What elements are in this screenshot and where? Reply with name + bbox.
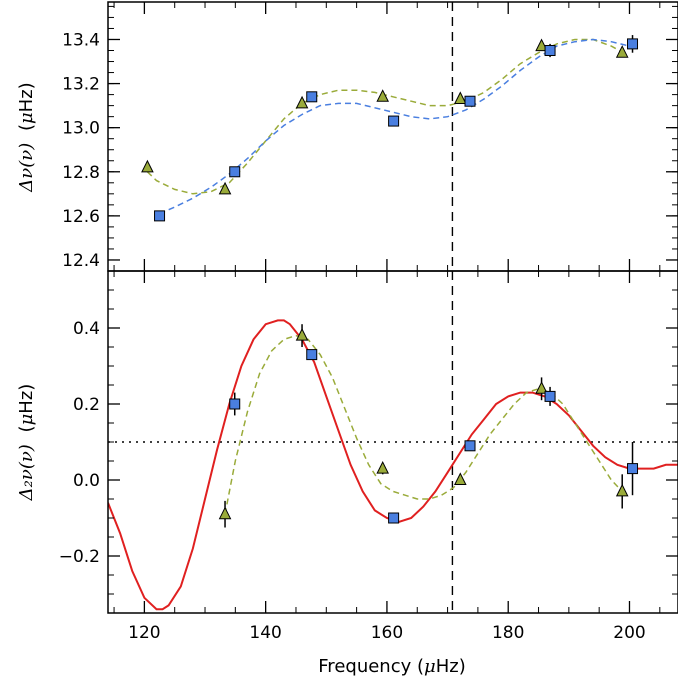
top-axes-frame xyxy=(107,1,678,272)
bottom-square-point xyxy=(544,390,556,402)
bottom-triangle-point xyxy=(535,381,548,394)
xtick-label: 200 xyxy=(613,623,645,643)
top-y-axis-title: Δν(ν) (μHz) xyxy=(16,82,37,192)
bottom-triangle-point xyxy=(453,472,467,485)
bottom-fit-curve-solid xyxy=(108,319,678,611)
top-square-point xyxy=(306,91,318,103)
top-ytick-label: 13.2 xyxy=(62,75,100,95)
top-panel: 12.4 12.6 12.8 13.0 13.2 13.4 Δν(ν) (μHz) xyxy=(16,1,678,272)
xtick-label: 160 xyxy=(371,623,403,643)
xtick-label: 120 xyxy=(128,623,160,643)
top-square-point xyxy=(154,210,166,222)
xtick-label: 140 xyxy=(249,623,281,643)
top-y-ticks: 12.4 12.6 12.8 13.0 13.2 13.4 xyxy=(62,5,678,272)
top-square-point xyxy=(627,38,639,50)
x-axis-title: Frequency (μHz) xyxy=(318,656,465,677)
bottom-panel: −0.2 0.0 0.2 0.4 120 140 160 180 200 Δ₂ν(ν) (μH… xyxy=(16,270,678,677)
bottom-triangle-point xyxy=(218,506,232,520)
bottom-square-point xyxy=(388,512,400,524)
top-ytick-label: 12.8 xyxy=(62,163,100,183)
top-ytick-label: 12.4 xyxy=(62,251,100,271)
top-triangle-point xyxy=(295,95,309,109)
bottom-y-ticks: −0.2 0.0 0.2 0.4 xyxy=(59,270,678,595)
bottom-ytick-label: 0.4 xyxy=(73,319,100,339)
top-ytick-label: 12.6 xyxy=(62,207,100,227)
bottom-fit-curve-dashed xyxy=(224,334,623,515)
bottom-square-point xyxy=(306,349,318,361)
x-ticks: 120 140 160 180 200 xyxy=(128,623,646,643)
top-triangle-point xyxy=(141,159,154,173)
top-triangle-point xyxy=(376,89,390,102)
xtick-label: 180 xyxy=(492,623,524,643)
top-square-point xyxy=(464,95,476,107)
top-ytick-label: 13.4 xyxy=(62,30,100,50)
top-triangle-point xyxy=(535,38,548,52)
top-square-point xyxy=(229,166,241,178)
top-ytick-label: 13.0 xyxy=(62,119,100,139)
top-square-point xyxy=(544,45,556,57)
top-plot-area xyxy=(113,2,661,271)
top-fit-curve-dashed xyxy=(159,38,636,215)
top-fit-curve-dashed xyxy=(146,38,624,195)
bottom-ytick-label: 0.2 xyxy=(73,395,100,415)
bottom-square-point xyxy=(627,463,639,475)
top-square-point xyxy=(388,115,400,127)
bottom-ytick-label: −0.2 xyxy=(59,547,100,567)
bottom-ytick-label: 0.0 xyxy=(73,471,100,491)
bottom-square-point xyxy=(229,398,241,410)
top-triangle-point xyxy=(615,45,629,58)
top-triangle-point xyxy=(453,91,467,105)
bottom-square-point xyxy=(464,440,476,452)
bottom-triangle-point xyxy=(615,483,629,497)
bottom-plot-area xyxy=(108,271,678,613)
bottom-triangle-point xyxy=(295,327,309,341)
bottom-y-axis-title: Δ₂ν(ν) (μHz) xyxy=(16,384,37,502)
bottom-triangle-point xyxy=(376,460,390,474)
top-triangle-point xyxy=(218,181,232,195)
